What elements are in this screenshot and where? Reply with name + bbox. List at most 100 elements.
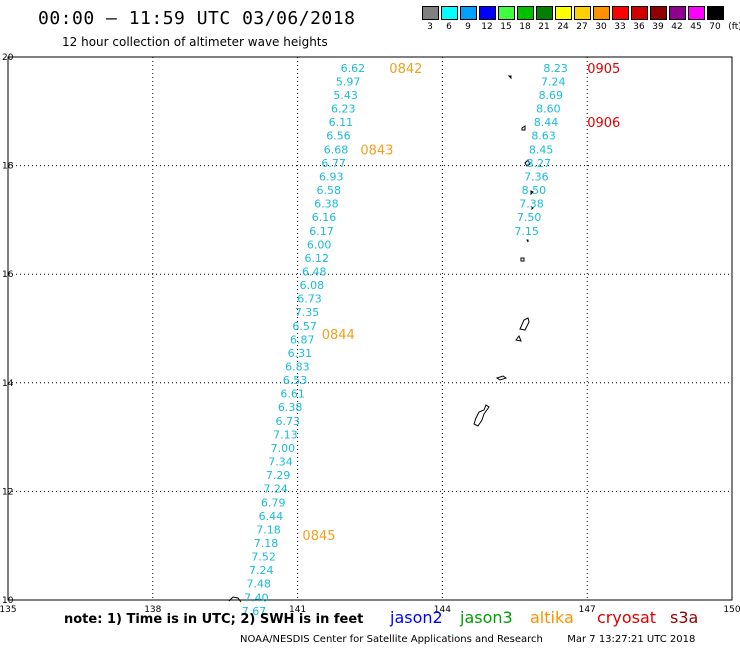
- wave-height-value: 8.50: [522, 184, 547, 197]
- anatahan-outline: [520, 257, 525, 262]
- uracas-outline: [507, 75, 512, 80]
- wave-height-value: 6.53: [283, 374, 308, 387]
- wave-height-value: 7.29: [266, 469, 291, 482]
- pass-time-label: 0905: [587, 62, 620, 77]
- wave-height-value: 6.11: [329, 116, 354, 129]
- pass-time-label: 0843: [360, 143, 393, 158]
- map-subtitle: 12 hour collection of altimeter wave hei…: [62, 35, 328, 49]
- islands: [228, 75, 534, 603]
- guguan-outline: [531, 205, 534, 211]
- colorbar-swatch: [441, 6, 458, 20]
- wave-height-value: 6.08: [300, 279, 325, 292]
- rota-outline: [495, 375, 508, 381]
- satellite-jason2: jason2: [390, 608, 443, 627]
- lat-lon-grid: 135 138 141 144 147 150 20 18 16 14 12 10: [0, 53, 740, 615]
- timestamp: Mar 7 13:27:21 UTC 2018: [567, 634, 696, 645]
- colorbar-label: 24: [557, 22, 569, 32]
- wave-height-value: 7.50: [517, 211, 542, 224]
- wave-height-value: 6.73: [297, 293, 322, 306]
- colorbar-label: 21: [538, 22, 550, 32]
- colorbar-swatch: [536, 6, 553, 20]
- wave-height-value: 6.31: [288, 347, 313, 360]
- colorbar-label: 70: [709, 22, 721, 32]
- colorbar-label: 45: [690, 22, 702, 32]
- wave-height-value: 5.97: [336, 75, 361, 88]
- wave-height-value: 6.93: [319, 170, 344, 183]
- pass-time-label: 0906: [587, 116, 620, 131]
- alamagan-outline: [530, 190, 534, 196]
- wave-height-value: 6.17: [309, 225, 334, 238]
- sarigan-outline: [526, 239, 529, 243]
- agrihan-outline: [521, 125, 526, 131]
- colorbar-label: 30: [595, 22, 607, 32]
- colorbar-swatch: [574, 6, 591, 20]
- wave-height-value: 6.12: [304, 252, 329, 265]
- colorbar-swatch: [669, 6, 686, 20]
- lon-tick-label: 138: [144, 605, 161, 615]
- wave-height-value: 7.34: [268, 456, 293, 469]
- wave-height-value: 6.56: [326, 130, 351, 143]
- tinian-outline: [515, 334, 522, 342]
- satellite-jason3: jason3: [460, 608, 513, 627]
- satellite-cryosat: cryosat: [597, 608, 657, 627]
- colorbar-label: 15: [500, 22, 512, 32]
- satellite-s3a: s3a: [670, 608, 699, 627]
- wave-height-value: 6.61: [280, 388, 305, 401]
- wave-height-value: 8.69: [539, 89, 564, 102]
- colorbar-swatch: [612, 6, 629, 20]
- satellite-altika: altika: [530, 608, 574, 627]
- credit-line: NOAA/NESDIS Center for Satellite Applica…: [240, 634, 695, 645]
- lat-tick-label: 10: [2, 596, 14, 606]
- wave-height-value: 6.62: [341, 62, 366, 75]
- yap-fragment-outline: [228, 596, 242, 603]
- colorbar-swatch: [593, 6, 610, 20]
- saipan-outline: [519, 317, 530, 331]
- wave-height-value: 6.38: [314, 198, 339, 211]
- wave-height-value: 6.73: [276, 415, 301, 428]
- colorbar-label: 39: [652, 22, 664, 32]
- wave-height-value: 7.38: [519, 198, 544, 211]
- lat-tick-label: 12: [2, 487, 13, 497]
- colorbar-swatch: [479, 6, 496, 20]
- wave-height-value: 6.48: [302, 265, 327, 278]
- wave-height-value: 6.77: [321, 157, 346, 170]
- lat-tick-label: 18: [2, 162, 14, 172]
- units-note: note: 1) Time is in UTC; 2) SWH is in fe…: [64, 612, 364, 627]
- wave-height-value: 7.15: [514, 225, 539, 238]
- wave-height-value: 6.79: [261, 496, 286, 509]
- pass-time-label: 0845: [302, 529, 335, 544]
- guam-outline: [473, 404, 490, 427]
- wave-height-value: 7.24: [541, 75, 566, 88]
- colorbar-swatch: [650, 6, 667, 20]
- colorbar-label: 12: [481, 22, 493, 32]
- pagan-outline: [524, 159, 531, 167]
- wave-height-value: 7.48: [247, 578, 272, 591]
- wave-height-value: 8.27: [527, 157, 552, 170]
- wave-height-value: 7.35: [295, 306, 320, 319]
- wave-height-value: 7.52: [251, 551, 276, 564]
- colorbar-label: 3: [427, 22, 433, 32]
- wave-height-value: 6.58: [317, 184, 342, 197]
- colorbar-swatch: [422, 6, 439, 20]
- wave-height-value: 6.23: [331, 103, 356, 116]
- colorbar-label: 42: [671, 22, 683, 32]
- wave-height-value: 7.36: [524, 170, 549, 183]
- wave-height-value: 6.87: [290, 333, 315, 346]
- wave-height-value: 8.63: [531, 130, 556, 143]
- colorbar-label: 9: [465, 22, 471, 32]
- colorbar-swatch: [707, 6, 724, 20]
- colorbar-label: 36: [633, 22, 645, 32]
- wave-height-value: 8.60: [536, 103, 561, 116]
- colorbar-swatch: [460, 6, 477, 20]
- lon-tick-label: 147: [579, 605, 596, 615]
- wave-height-value: 8.45: [529, 143, 554, 156]
- wave-height-value: 7.24: [263, 483, 288, 496]
- wave-height-value: 6.83: [285, 361, 310, 374]
- pass-time-label: 0842: [389, 62, 422, 77]
- wave-height-value: 7.00: [271, 442, 296, 455]
- pass-time-label: 0844: [322, 328, 355, 343]
- wave-height-value: 7.18: [254, 537, 279, 550]
- wave-height-value: 6.44: [259, 510, 284, 523]
- map-title: 00:00 – 11:59 UTC 03/06/2018: [38, 8, 356, 29]
